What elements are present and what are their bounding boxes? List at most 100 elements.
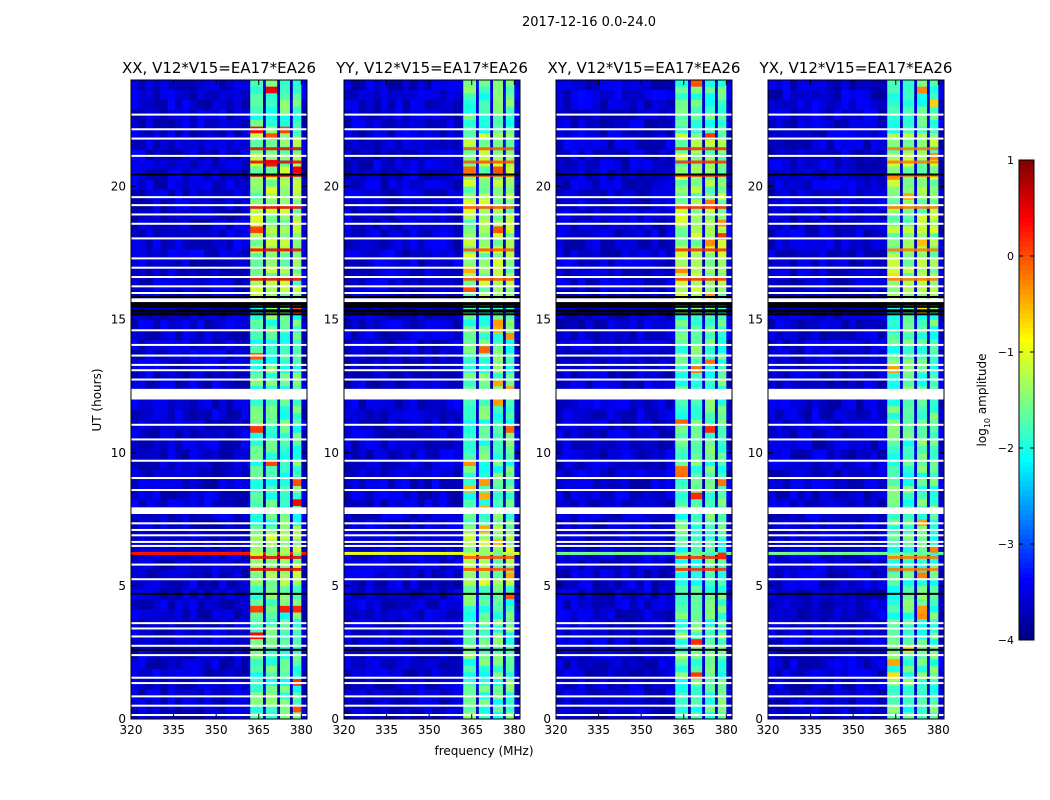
heatmap-cell [592,249,601,261]
heatmap-cell [724,459,733,470]
heatmap-cell [175,629,183,640]
heatmap-cell [446,129,455,141]
heatmap-cell [410,489,418,500]
heatmap-cell [388,689,396,700]
heatmap-cell [424,119,433,131]
heatmap-cell [373,459,382,470]
heatmap-cell [351,379,360,390]
heatmap-cell [138,139,147,151]
band-cell [250,466,263,474]
heatmap-cell [622,179,630,191]
band-cell [493,659,503,667]
black-row [131,309,307,312]
band-cell [250,492,263,500]
heatmap-cell [160,80,169,91]
heatmap-cell [410,329,418,340]
heatmap-cell [614,229,623,241]
heatmap-cell [380,429,389,440]
heatmap-cell [175,89,183,101]
heatmap-cell [138,129,147,141]
band-cell [265,119,278,127]
heatmap-cell [351,219,360,231]
heatmap-cell [410,449,418,460]
band-cell [280,599,290,607]
band-cell [505,213,515,221]
heatmap-cell [614,239,623,251]
heatmap-cell [373,479,382,490]
heatmap-cell [666,269,674,281]
heatmap-cell [512,99,521,111]
band-cell [265,226,278,234]
heatmap-cell [585,219,594,231]
band-cell [280,466,290,474]
band-cell [250,312,263,321]
heatmap-cell [351,689,360,700]
heatmap-cell [658,119,667,131]
heatmap-cell [189,579,198,590]
heatmap-cell [366,699,374,710]
heatmap-cell [153,409,161,420]
heatmap-cell [432,89,440,101]
heatmap-cell [204,669,213,680]
heatmap-cell [636,469,645,480]
band-cell [463,459,476,467]
heatmap-cell [373,289,382,301]
heatmap-cell [585,80,594,91]
heatmap-cell [299,89,308,101]
black-row [131,295,307,298]
heatmap-cell [233,619,242,630]
heatmap-cell [432,119,440,131]
heatmap-cell [417,99,426,111]
heatmap-cell [299,279,308,291]
bright-row [250,277,302,281]
heatmap-cell [585,249,594,261]
heatmap-cell [432,579,440,590]
heatmap-cell [358,379,367,390]
heatmap-cell [432,219,440,231]
band-cell [250,426,263,434]
heatmap-cell [600,429,608,440]
heatmap-cell [622,319,630,331]
heatmap-cell [614,249,623,261]
heatmap-cell [658,279,667,291]
heatmap-cell [175,269,183,281]
heatmap-cell [233,579,242,590]
heatmap-cell [622,289,630,301]
heatmap-cell [189,439,198,450]
flagged-row [344,196,520,199]
heatmap-cell [622,439,630,450]
y-tick-label: 20 [324,180,339,194]
heatmap-cell [189,369,198,380]
heatmap-cell [145,579,154,590]
heatmap-cell [351,489,360,500]
heatmap-cell [167,259,176,271]
heatmap-cell [578,279,586,291]
heatmap-cell [131,519,139,530]
heatmap-cell [402,80,411,91]
heatmap-cell [395,119,404,131]
band-cell [505,545,515,553]
band-cell [505,346,515,354]
heatmap-cell [131,289,139,301]
flagged-row [131,522,307,525]
heatmap-cell [160,469,169,480]
heatmap-cell [446,409,455,420]
heatmap-cell [241,80,249,91]
heatmap-cell [160,519,169,530]
heatmap-cell [189,599,198,610]
heatmap-cell [167,409,176,420]
heatmap-cell [410,469,418,480]
flagged-row [131,257,307,260]
heatmap-cell [344,629,352,640]
heatmap-cell [241,539,249,550]
heatmap-cell [175,289,183,301]
band-cell [493,452,503,460]
heatmap-cell [512,329,521,340]
heatmap-cell [131,509,139,520]
heatmap-cell [131,219,139,231]
heatmap-cell [344,259,352,271]
heatmap-cell [439,619,448,630]
heatmap-cell [219,689,227,700]
band-cell [265,659,278,667]
